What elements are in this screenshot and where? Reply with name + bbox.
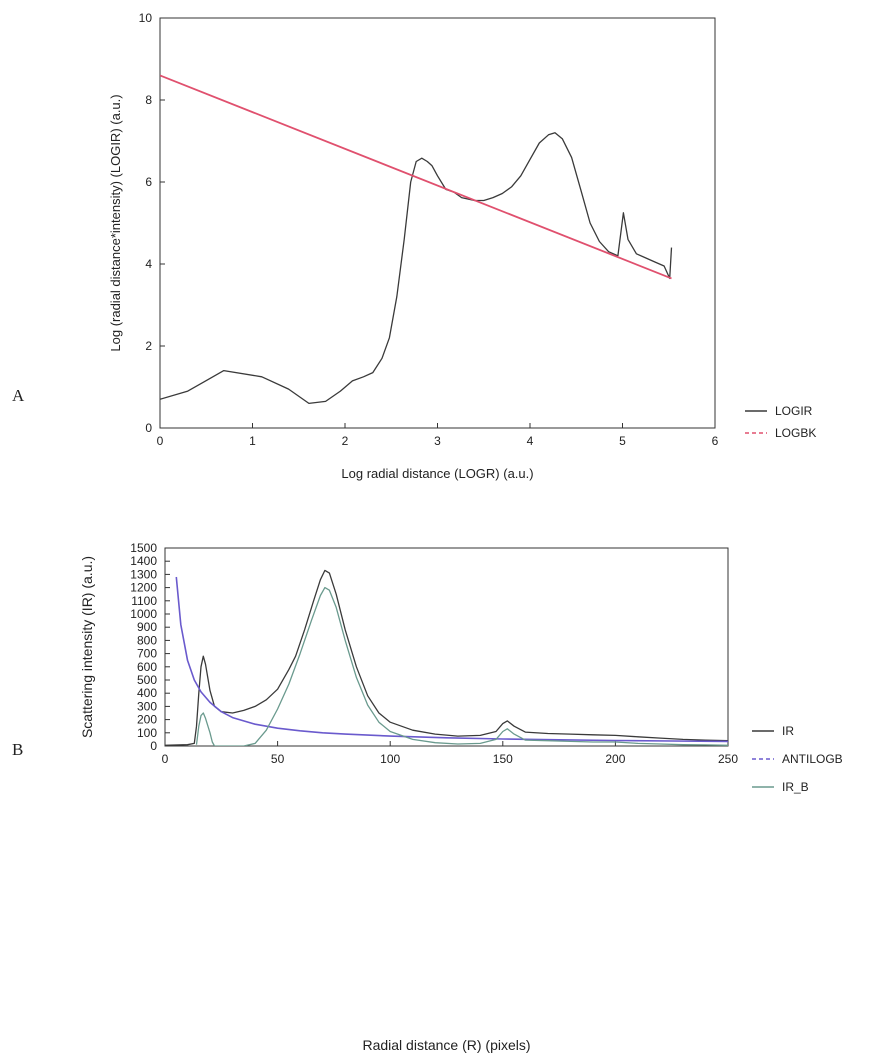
x-tick-label-b-4: 200 (605, 752, 625, 766)
y-tick-label-a-5: 10 (139, 11, 153, 25)
x-tick-label-a-3: 3 (434, 434, 441, 448)
y-tick-label-a-1: 2 (145, 339, 152, 353)
x-tick-label-a-0: 0 (157, 434, 164, 448)
x-tick-label-b-1: 50 (271, 752, 285, 766)
x-axis-label-b: Radial distance (R) (pixels) (362, 1037, 530, 1053)
y-tick-label-b-3: 300 (137, 699, 157, 713)
legend-label-antilogb: ANTILOGB (782, 752, 843, 766)
series-line-ir (165, 569, 728, 746)
y-tick-label-b-15: 1500 (130, 541, 157, 555)
series-line-logir (160, 132, 673, 405)
y-tick-label-b-4: 400 (137, 686, 157, 700)
y-tick-label-b-6: 600 (137, 660, 157, 674)
x-tick-label-a-2: 2 (342, 434, 349, 448)
panel-a-letter: A (12, 386, 25, 405)
y-tick-label-a-3: 6 (145, 175, 152, 189)
y-tick-label-b-5: 500 (137, 673, 157, 687)
x-tick-label-b-0: 0 (162, 752, 169, 766)
x-axis-label-a: Log radial distance (LOGR) (a.u.) (341, 466, 533, 481)
x-tick-label-b-5: 250 (718, 752, 738, 766)
x-tick-label-a-4: 4 (527, 434, 534, 448)
series-line-antilogb (175, 576, 728, 743)
x-tick-label-a-6: 6 (712, 434, 719, 448)
legend-label-ir: IR (782, 724, 794, 738)
x-tick-label-b-3: 150 (493, 752, 513, 766)
y-tick-label-a-0: 0 (145, 421, 152, 435)
plot-frame-b (164, 547, 729, 747)
y-tick-label-b-11: 1100 (131, 594, 157, 608)
chart-b: 0 50 100 150 200 2500100200300400500600700800… (79, 541, 843, 1053)
x-tick-label-a-1: 1 (249, 434, 256, 448)
legend-label-logbk: LOGBK (775, 426, 816, 440)
y-tick-label-b-8: 800 (137, 633, 157, 647)
chart-a: 0 1 2 3 4 5 6 0 2 4 6 8 10 Log radial distance (LOGR)… (108, 11, 816, 481)
y-tick-label-b-7: 700 (137, 647, 157, 661)
x-tick-label-b-2: 100 (380, 752, 400, 766)
panel-b-letter: B (12, 740, 24, 759)
x-tick-label-a-5: 5 (619, 434, 626, 448)
y-tick-label-b-13: 1300 (130, 567, 157, 581)
y-tick-label-b-0: 0 (150, 739, 157, 753)
y-tick-label-a-2: 4 (145, 257, 152, 271)
series-line-logbk (160, 74, 672, 280)
y-tick-label-b-12: 1200 (130, 581, 157, 595)
y-tick-label-b-9: 900 (137, 620, 157, 634)
y-tick-label-b-14: 1400 (130, 554, 157, 568)
y-tick-label-b-2: 200 (137, 713, 157, 727)
y-axis-label-a: Log (radial distance*intensity) (LOGIR) … (108, 94, 123, 351)
y-tick-label-b-10: 1000 (130, 607, 157, 621)
plot-frame-a (159, 17, 716, 429)
legend-label-ir-b: IR_B (782, 780, 809, 794)
y-tick-label-b-1: 100 (137, 726, 157, 740)
y-tick-label-a-4: 8 (145, 93, 152, 107)
y-axis-label-b: Scattering intensity (IR) (a.u.) (79, 556, 95, 738)
legend-label-logir: LOGIR (775, 404, 813, 418)
series-line-ir-b (195, 586, 728, 746)
